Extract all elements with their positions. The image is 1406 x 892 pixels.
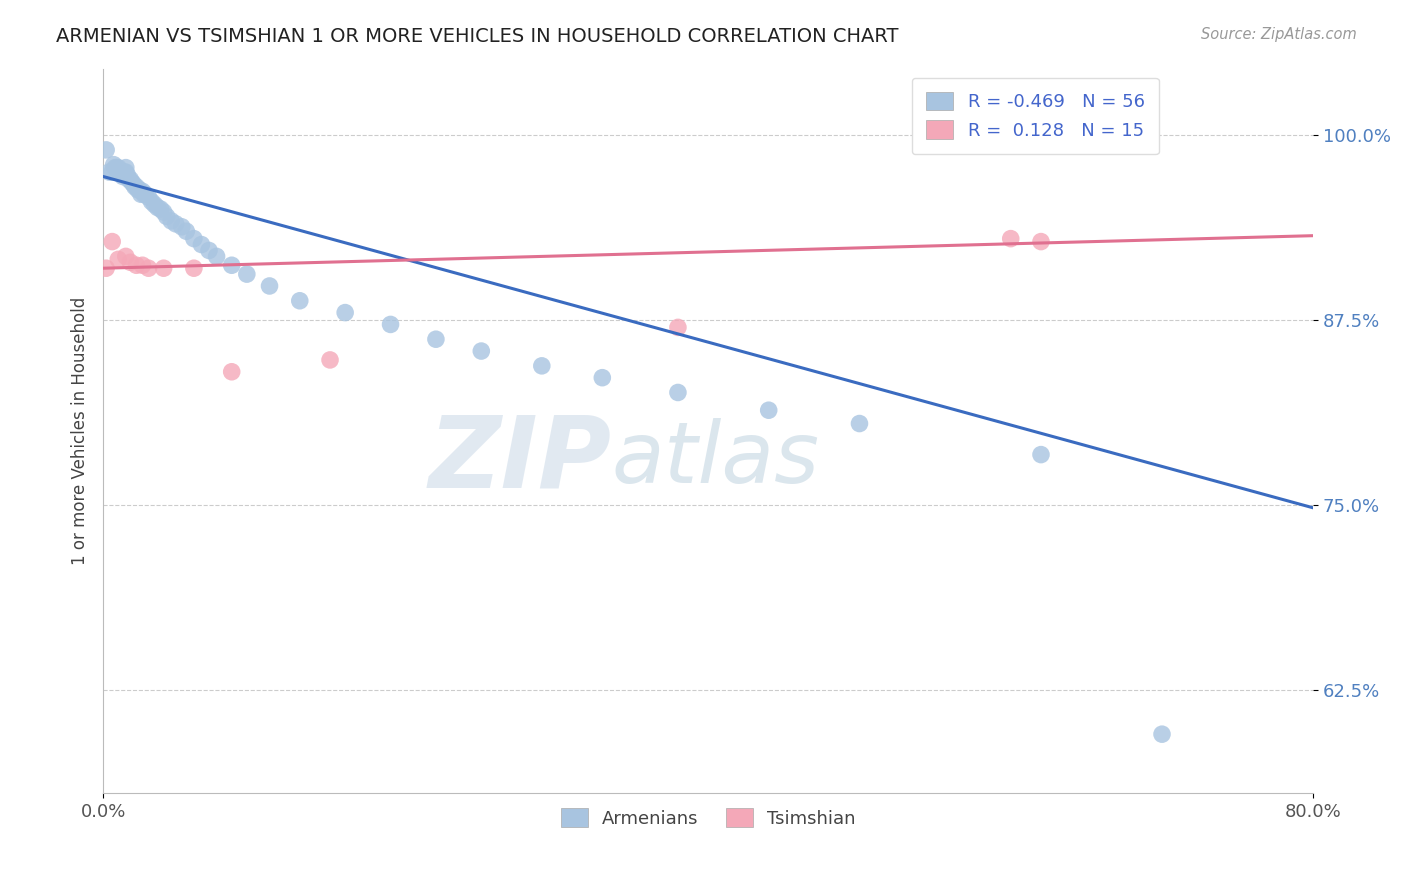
Point [138, 190, 160, 204]
Point [96, 261, 118, 276]
Point [530, 359, 553, 373]
Point [122, 177, 145, 191]
Point [198, 244, 221, 258]
Point [236, 267, 259, 281]
Point [149, 202, 172, 216]
Point [165, 217, 187, 231]
Point [146, 201, 169, 215]
Point [152, 261, 174, 276]
Point [259, 279, 281, 293]
Point [114, 165, 136, 179]
Point [101, 235, 124, 249]
Point [221, 365, 243, 379]
Point [118, 172, 141, 186]
Point [1150, 727, 1173, 741]
Point [129, 187, 152, 202]
Point [103, 158, 125, 172]
Point [114, 249, 136, 263]
Point [138, 261, 160, 276]
Point [288, 293, 311, 308]
Point [134, 187, 156, 202]
Point [105, 161, 128, 175]
Text: ZIP: ZIP [429, 411, 612, 508]
Point [666, 320, 689, 334]
Point [183, 232, 205, 246]
Point [758, 403, 780, 417]
Point [114, 161, 136, 175]
Point [319, 353, 342, 368]
Point [1029, 448, 1052, 462]
Legend: Armenians, Tsimshian: Armenians, Tsimshian [554, 801, 863, 835]
Point [183, 261, 205, 276]
Point [127, 183, 149, 197]
Point [1000, 232, 1022, 246]
Point [107, 161, 129, 175]
Text: Source: ZipAtlas.com: Source: ZipAtlas.com [1201, 27, 1357, 42]
Point [120, 172, 142, 186]
Point [107, 252, 129, 267]
Point [425, 332, 447, 346]
Point [470, 344, 492, 359]
Point [96, 143, 118, 157]
Point [380, 318, 402, 332]
Point [666, 385, 689, 400]
Point [111, 169, 134, 184]
Point [141, 194, 163, 209]
Point [848, 417, 870, 431]
Text: atlas: atlas [612, 418, 820, 501]
Point [128, 183, 150, 197]
Point [101, 165, 124, 179]
Text: ARMENIAN VS TSIMSHIAN 1 OR MORE VEHICLES IN HOUSEHOLD CORRELATION CHART: ARMENIAN VS TSIMSHIAN 1 OR MORE VEHICLES… [56, 27, 898, 45]
Point [176, 224, 198, 238]
Point [131, 258, 153, 272]
Point [190, 237, 212, 252]
Point [143, 197, 166, 211]
Point [333, 305, 356, 319]
Point [152, 205, 174, 219]
Point [131, 184, 153, 198]
Point [108, 165, 131, 179]
Point [112, 165, 135, 179]
Point [170, 219, 193, 234]
Point [120, 255, 142, 269]
Point [104, 161, 127, 175]
Point [110, 165, 132, 179]
Point [117, 168, 139, 182]
Point [132, 187, 155, 202]
Point [1029, 235, 1052, 249]
Point [121, 176, 143, 190]
Point [125, 179, 148, 194]
Y-axis label: 1 or more Vehicles in Household: 1 or more Vehicles in Household [72, 297, 89, 565]
Point [160, 214, 183, 228]
Point [156, 210, 179, 224]
Point [125, 258, 148, 272]
Point [205, 249, 228, 263]
Point [591, 370, 613, 384]
Point [221, 258, 243, 272]
Point [98, 165, 121, 179]
Point [124, 179, 146, 194]
